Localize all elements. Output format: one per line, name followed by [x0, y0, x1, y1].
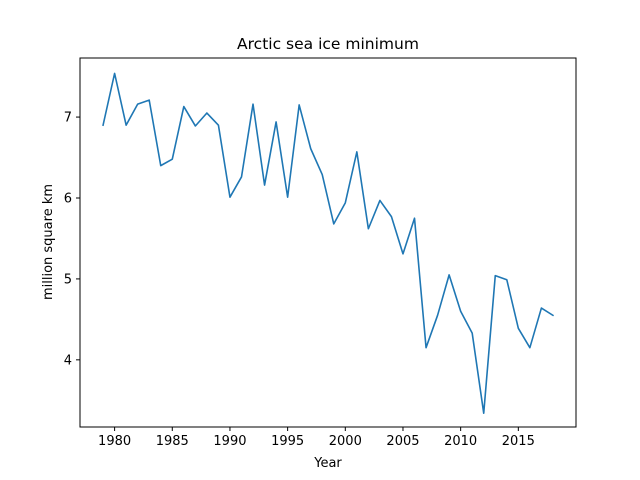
x-tick-label: 2015: [502, 434, 535, 449]
y-tick-label: 5: [64, 272, 72, 287]
x-tick-label: 2010: [444, 434, 477, 449]
axes-frame: [79, 57, 577, 428]
x-tick-label: 1995: [271, 434, 304, 449]
y-tick-label: 7: [64, 111, 72, 126]
chart-title: Arctic sea ice minimum: [237, 35, 419, 53]
x-tick-label: 2005: [386, 434, 419, 449]
series-line-0: [102, 72, 555, 415]
x-tick-label: 1990: [213, 434, 246, 449]
x-axis: 1980 1985 1990 1995 2000 2005 2010 2015: [98, 427, 535, 449]
x-tick-label: 1985: [156, 434, 189, 449]
x-axis-label: Year: [313, 456, 342, 471]
y-tick-label: 6: [64, 191, 72, 206]
y-axis: 4 5 6 7: [64, 111, 80, 368]
x-tick-label: 2000: [329, 434, 362, 449]
y-axis-label: million square km: [41, 184, 56, 300]
plot-area: [102, 72, 555, 415]
y-tick-label: 4: [64, 353, 72, 368]
x-tick-label: 1980: [98, 434, 131, 449]
